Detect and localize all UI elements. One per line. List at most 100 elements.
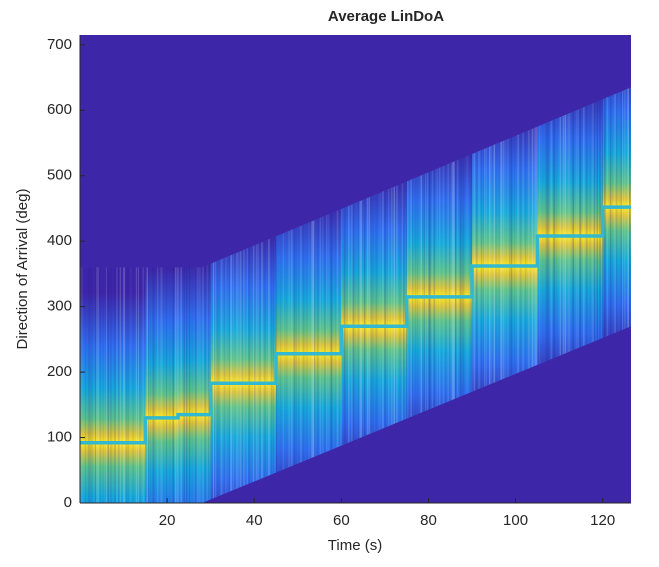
streak [327,87,329,503]
streak [603,87,606,503]
streak [324,87,326,503]
streak [202,87,204,503]
y-tick-label: 300 [47,298,72,315]
streak [304,87,306,503]
streak [340,87,342,503]
streak [199,87,201,503]
streak [334,87,337,503]
streak [188,87,191,503]
streak [96,87,98,503]
streak [110,87,112,503]
streak [196,87,198,503]
y-tick-label: 400 [47,232,72,249]
streak [585,87,588,503]
streak [314,87,316,503]
streak [336,87,338,503]
streak [243,87,245,503]
streak [611,87,613,503]
streak [210,87,212,503]
streak [495,87,497,503]
streak [354,87,356,503]
streak [257,87,259,503]
streak [237,87,240,503]
streak [183,87,185,503]
streak [191,87,193,503]
streak [204,87,207,503]
streak [386,87,388,503]
streak [241,87,244,503]
streak [525,87,527,503]
streak [98,87,100,503]
streak [225,87,227,503]
streak [370,87,372,503]
streak [130,87,132,503]
streak [258,87,260,503]
streak [510,87,513,503]
streak [343,87,346,503]
streak [567,87,569,503]
streak [139,87,141,503]
streak [214,87,216,503]
chart-title: Average LinDoA [328,8,444,25]
streak [609,87,612,503]
streak [535,87,537,503]
streak [357,87,360,503]
streak [264,87,266,503]
streak [500,87,502,503]
streak [401,87,404,503]
streak [215,87,217,503]
x-tick-label: 80 [420,512,437,529]
streak [280,87,282,503]
streak [254,87,256,503]
streak [127,87,129,503]
streak [517,87,519,503]
y-axis-label: Direction of Arrival (deg) [14,189,31,350]
streak [80,87,82,503]
y-tick-label: 100 [47,429,72,446]
streak [593,87,596,503]
streak [206,87,209,503]
streak [290,87,293,503]
streak [498,87,500,503]
streak [94,87,96,503]
streak [286,87,288,503]
streak [555,87,558,503]
streak [146,87,148,503]
streak [592,87,595,503]
streak [239,87,242,503]
streak [352,87,355,503]
streak [272,87,274,503]
streak [474,87,476,503]
streak [102,87,104,503]
streak [493,87,496,503]
streak [545,87,548,503]
streak [319,87,321,503]
streak [312,87,315,503]
streak [169,87,171,503]
streak [300,87,302,503]
streak [536,87,538,503]
streak [249,87,251,503]
streak [522,87,525,503]
y-tick-label: 200 [47,363,72,380]
streak [298,87,300,503]
streak [480,87,482,503]
streak [230,87,233,503]
streak [348,87,350,503]
streak [233,87,235,503]
streak [145,87,147,503]
streak [142,87,144,503]
streak [351,87,353,503]
streak [396,87,398,503]
streak [513,87,516,503]
streak [338,87,340,503]
streak [359,87,362,503]
streak [275,87,278,503]
streak [152,87,155,503]
y-tick-label: 700 [47,36,72,53]
streak [390,87,393,503]
streak [629,87,631,503]
streak [125,87,128,503]
streak [377,87,378,503]
streak [228,87,230,503]
